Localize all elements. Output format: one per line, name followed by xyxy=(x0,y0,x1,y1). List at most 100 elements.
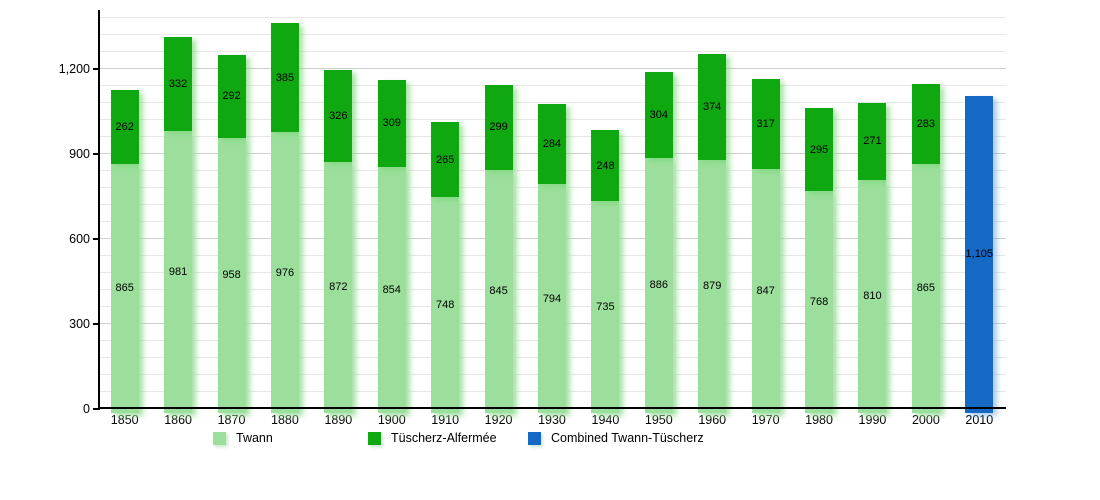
bar-segment-2000-t-scherz-alferm-e: 283 xyxy=(911,83,940,164)
bar-value-label: 735 xyxy=(596,300,615,313)
bar-value-label: 981 xyxy=(168,266,188,279)
bar-value-label: 309 xyxy=(382,117,401,130)
bar-value-label: 976 xyxy=(275,266,295,279)
bar-value-label: 265 xyxy=(435,153,455,166)
bar-segment-1930-twann: 794 xyxy=(538,184,566,413)
y-axis-label-900: 900 xyxy=(69,147,90,161)
x-axis-label-1850: 1850 xyxy=(110,413,139,427)
bar-segment-1920-t-scherz-alferm-e: 299 xyxy=(484,84,513,170)
legend-label-tuscherz-alfermee: Tüscherz-Alfermée xyxy=(391,431,497,445)
bar-1990: 810 271 xyxy=(858,102,887,413)
x-axis-label-1930: 1930 xyxy=(538,413,566,427)
bar-value-label: 1,105 xyxy=(965,248,994,261)
bar-2000: 865 283 xyxy=(911,83,940,413)
x-axis-label-1970: 1970 xyxy=(751,413,780,427)
x-axis-label-1920: 1920 xyxy=(484,413,513,427)
y-axis-label-600: 600 xyxy=(69,232,90,246)
bar-segment-1880-t-scherz-alferm-e: 385 xyxy=(270,23,299,133)
x-axis-label-1870: 1870 xyxy=(217,413,246,427)
bar-segment-2000-twann: 865 xyxy=(911,163,940,413)
bar-segment-1860-t-scherz-alferm-e: 332 xyxy=(164,37,193,132)
bar-segment-1950-twann: 886 xyxy=(644,157,673,413)
bar-segment-1850-t-scherz-alferm-e: 262 xyxy=(110,89,139,164)
bar-value-label: 886 xyxy=(649,279,668,292)
legend-swatch-twann xyxy=(213,432,226,445)
bar-segment-1900-t-scherz-alferm-e: 309 xyxy=(377,79,406,168)
bar-segment-1960-twann: 879 xyxy=(698,159,727,413)
legend-item-tuscherz-alfermee: Tüscherz-Alfermée xyxy=(368,431,497,446)
bar-1940: 735 248 xyxy=(591,130,620,413)
bar-value-label: 810 xyxy=(863,290,882,303)
x-axis-label-2010: 2010 xyxy=(965,413,994,427)
bar-2010: 1,105 xyxy=(965,95,994,413)
bar-value-label: 326 xyxy=(329,109,348,122)
gridline-1380 xyxy=(98,17,1006,18)
bar-value-label: 385 xyxy=(275,71,295,84)
x-axis-label-1990: 1990 xyxy=(858,413,887,427)
bar-segment-1940-t-scherz-alferm-e: 248 xyxy=(591,130,620,201)
x-axis-label-1900: 1900 xyxy=(377,413,406,427)
bar-value-label: 317 xyxy=(756,118,775,131)
x-axis-label-1950: 1950 xyxy=(644,413,673,427)
bar-1890: 872 326 xyxy=(324,69,353,413)
bar-value-label: 865 xyxy=(115,282,134,295)
y-axis-label-1200: 1,200 xyxy=(58,62,90,76)
bar-value-label: 248 xyxy=(596,159,615,172)
bar-value-label: 872 xyxy=(329,281,348,294)
bar-value-label: 768 xyxy=(809,296,829,309)
bar-value-label: 374 xyxy=(703,100,722,113)
bar-value-label: 845 xyxy=(489,285,508,298)
bar-1950: 886 304 xyxy=(644,71,673,413)
legend-item-twann: Twann xyxy=(213,431,273,446)
bar-1970: 847 317 xyxy=(751,79,780,413)
x-axis-label-1860: 1860 xyxy=(164,413,193,427)
y-axis-label-0: 0 xyxy=(83,402,90,416)
bar-value-label: 332 xyxy=(168,78,188,91)
bar-value-label: 292 xyxy=(222,90,241,103)
bar-segment-1880-twann: 976 xyxy=(270,132,299,413)
bar-value-label: 854 xyxy=(382,284,401,297)
x-axis-label-1880: 1880 xyxy=(271,413,299,427)
bar-segment-1910-twann: 748 xyxy=(431,197,460,413)
bar-value-label: 847 xyxy=(756,285,775,298)
bar-value-label: 284 xyxy=(542,137,562,150)
bar-value-label: 304 xyxy=(649,108,668,121)
y-axis-tick-300 xyxy=(93,323,98,325)
legend-swatch-combined xyxy=(528,432,541,445)
bar-segment-1850-twann: 865 xyxy=(110,163,139,413)
x-axis-label-1980: 1980 xyxy=(805,413,833,427)
bar-value-label: 958 xyxy=(222,269,241,282)
x-axis-line xyxy=(98,407,1006,409)
y-axis-tick-900 xyxy=(93,153,98,155)
bar-value-label: 748 xyxy=(435,299,455,312)
bar-1930: 794 284 xyxy=(538,103,566,413)
bar-segment-1950-t-scherz-alferm-e: 304 xyxy=(644,71,673,158)
bar-segment-1920-twann: 845 xyxy=(484,169,513,413)
bar-segment-1960-t-scherz-alferm-e: 374 xyxy=(698,54,727,160)
y-axis-label-300: 300 xyxy=(69,317,90,331)
bar-value-label: 865 xyxy=(916,282,936,295)
bar-segment-1980-twann: 768 xyxy=(805,191,834,413)
legend-item-combined: Combined Twann-Tüscherz xyxy=(528,431,704,446)
bar-segment-1860-twann: 981 xyxy=(164,131,193,413)
bar-1850: 865 262 xyxy=(110,89,139,413)
bar-segment-1970-twann: 847 xyxy=(751,169,780,413)
bar-value-label: 794 xyxy=(542,292,562,305)
gridline-1200 xyxy=(98,68,1006,69)
x-axis-label-1910: 1910 xyxy=(431,413,460,427)
bar-value-label: 295 xyxy=(809,143,829,156)
bar-1900: 854 309 xyxy=(377,79,406,413)
gridline-1320 xyxy=(98,34,1006,35)
bar-segment-1940-twann: 735 xyxy=(591,200,620,413)
bar-segment-1930-t-scherz-alferm-e: 284 xyxy=(538,103,566,185)
bar-segment-1870-twann: 958 xyxy=(217,137,246,413)
bar-value-label: 299 xyxy=(489,121,508,134)
bar-segment-1890-twann: 872 xyxy=(324,161,353,413)
bar-value-label: 283 xyxy=(916,117,936,130)
legend-label-twann: Twann xyxy=(236,431,273,445)
legend-swatch-tuscherz-alfermee xyxy=(368,432,381,445)
bar-1920: 845 299 xyxy=(484,84,513,413)
gridline-1080 xyxy=(98,102,1006,103)
bar-segment-1980-t-scherz-alferm-e: 295 xyxy=(805,107,834,192)
